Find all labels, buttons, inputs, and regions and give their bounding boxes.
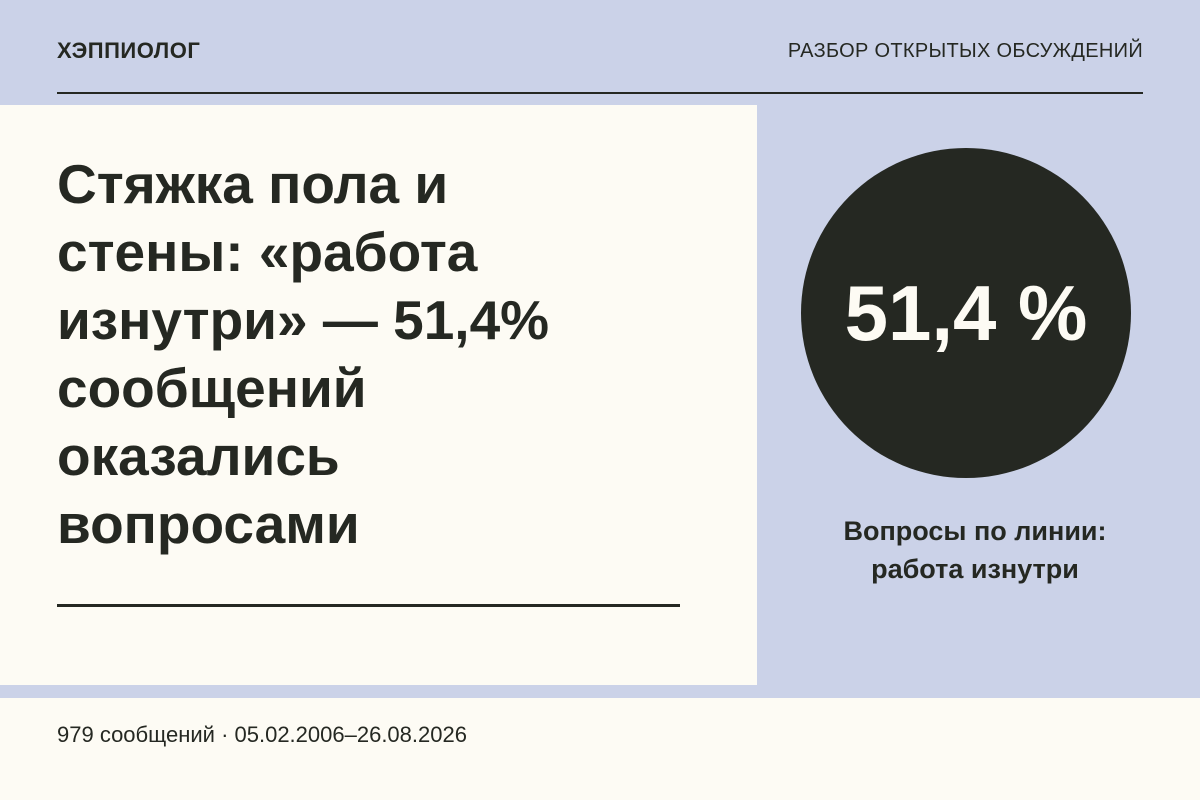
stat-circle: 51,4 %: [801, 148, 1131, 478]
headline-line: изнутри» — 51,4%: [57, 289, 550, 351]
footer: [0, 698, 1200, 800]
headline: Стяжка пола и стены: «работа изнутри» — 51…: [57, 150, 549, 558]
stat-caption: Вопросы по линии: работа изнутри: [775, 512, 1175, 588]
headline-line: стены: «работа: [57, 221, 478, 283]
stat-value: 51,4 %: [844, 268, 1088, 357]
headline-line: вопросами: [57, 493, 360, 555]
headline-line: сообщений: [57, 357, 367, 419]
section-label: РАЗБОР ОТКРЫТЫХ ОБСУЖДЕНИЙ: [787, 40, 1143, 62]
divider: [57, 92, 1143, 94]
caption-line: Вопросы по линии:: [843, 516, 1107, 546]
divider: [57, 604, 680, 607]
headline-line: оказались: [57, 425, 340, 487]
caption-line: работа изнутри: [871, 554, 1079, 584]
footer-text: 979 сообщений · 05.02.2006–26.08.2026: [57, 722, 467, 747]
headline-line: Стяжка пола и: [57, 153, 449, 215]
headline-panel: [0, 105, 757, 685]
brand: ХЭППИОЛОГ: [57, 38, 201, 63]
